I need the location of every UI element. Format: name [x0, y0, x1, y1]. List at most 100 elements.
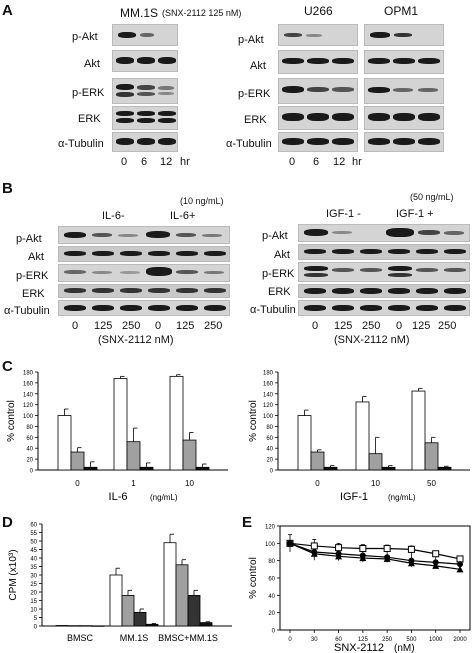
x-tick-label: 1 [131, 479, 136, 488]
x-tick-label: 250 [382, 637, 393, 643]
il6-blot-tubulin [58, 300, 230, 316]
chart-dose-response: 0 20 40 60 80 100 120 0 30 60 125 250 500 1000 2000 % c… [248, 525, 471, 653]
il6-minus: IL-6- [102, 210, 125, 222]
x-tick-label: 0 [288, 637, 292, 643]
data-point [457, 561, 463, 568]
bar [368, 453, 383, 471]
y-tick-label: 20 [268, 611, 275, 617]
y-tick-label: 60 [266, 436, 273, 442]
data-point [310, 550, 318, 557]
y-tick-label: 30 [30, 574, 37, 580]
il6-blot-erk [58, 284, 230, 298]
bar [381, 466, 396, 471]
b2-label-perk: p-ERK [262, 268, 295, 280]
data-point [432, 562, 440, 569]
il6-dose-2: 125 [94, 320, 113, 332]
b2-label-akt: Akt [274, 249, 290, 261]
bar [109, 574, 123, 627]
bar [163, 542, 177, 627]
bar [199, 622, 213, 627]
igf1-dose-1: 0 [312, 320, 319, 332]
plot-frame [279, 525, 471, 631]
data-point [407, 545, 415, 553]
panel-c-label: C [2, 358, 13, 375]
y-tick-label: 140 [23, 392, 34, 398]
data-point [335, 552, 343, 560]
y-tick-label: 25 [30, 582, 37, 588]
y-tick-label: 100 [265, 542, 276, 548]
data-point [407, 559, 415, 567]
series-line [289, 542, 461, 560]
chart-il6: 0 20 40 60 80 100 120 140 160 180 % control 0 1 10 IL-… [6, 371, 228, 503]
y-tick-label: 80 [26, 425, 33, 431]
igf1-blot-erk [298, 284, 470, 298]
mm1s-time-unit: hr [180, 156, 190, 168]
x-axis-unit: (ng/mL) [388, 493, 416, 502]
x-tick-label: BMSC+MM.1S [158, 633, 218, 643]
y-tick-label: 0 [272, 629, 276, 635]
bar [83, 466, 98, 471]
x-axis-label: IGF-1 [340, 491, 368, 503]
y-tick-label: 60 [268, 577, 275, 583]
data-point [359, 545, 367, 553]
x-axis-unit: (nM) [394, 643, 415, 653]
igf1-blot-perk [298, 262, 470, 282]
x-tick-label: 50 [427, 479, 436, 488]
igf1-blot-akt [298, 244, 470, 260]
il6-dose-unit: (SNX-2112 nM) [98, 334, 174, 346]
il6-conc: (10 ng/mL) [180, 196, 224, 206]
b-label-akt: Akt [28, 251, 44, 263]
mm1s-time-0: 0 [121, 156, 128, 168]
y-tick-label: 10 [30, 608, 37, 614]
igf1-dose-3: 250 [362, 320, 381, 332]
bar [67, 625, 81, 627]
y-axis-label: % control [6, 400, 17, 442]
bar [55, 625, 69, 627]
bar [355, 401, 370, 471]
il6-dose-6: 250 [204, 320, 223, 332]
u266-time-unit: hr [352, 156, 362, 168]
y-axis-label: % control [248, 557, 259, 599]
data-point [335, 544, 343, 552]
x-tick-label: 0 [315, 479, 320, 488]
y-tick-label: 0 [30, 469, 34, 475]
mm1s-title: MM.1S [120, 6, 159, 20]
b2-label-erk: ERK [268, 286, 291, 298]
y-tick-label: 35 [30, 565, 37, 571]
y-tick-label: 40 [26, 447, 33, 453]
x-axis-label: IL-6 [109, 491, 128, 503]
b-label-perk: p-ERK [16, 270, 49, 282]
y-tick-label: 20 [30, 591, 37, 597]
data-point [456, 565, 464, 573]
y-tick-label: 160 [263, 381, 274, 387]
a-label-perk: p-ERK [72, 87, 105, 99]
y-tick-label: 50 [30, 540, 37, 546]
bar [91, 625, 105, 627]
x-tick-label: 0 [75, 479, 80, 488]
data-point [456, 555, 464, 563]
y-tick-label: 60 [26, 436, 33, 442]
il6-blot-perk [58, 264, 230, 282]
igf1-blot-tubulin [298, 300, 470, 316]
x-tick-label: 30 [311, 637, 318, 643]
a-label-akt: Akt [84, 58, 100, 70]
y-tick-label: 40 [30, 557, 37, 563]
bar [121, 595, 135, 627]
il6-blot-pakt [58, 226, 230, 244]
bar [323, 466, 338, 471]
bar [145, 623, 159, 627]
y-axis-label: % control [248, 400, 259, 442]
igf1-dose-2: 125 [334, 320, 353, 332]
igf1-dose-4: 0 [396, 320, 403, 332]
x-tick-label: MM.1S [120, 633, 149, 643]
bar [70, 451, 85, 471]
panel-d-label: D [2, 514, 13, 531]
b2-label-tubulin: α-Tubulin [250, 304, 296, 316]
b-label-erk: ERK [22, 288, 45, 300]
y-tick-label: 100 [263, 414, 274, 420]
il6-dose-4: 0 [155, 320, 162, 332]
mm1s-blot-perk [112, 78, 178, 104]
y-tick-label: 0 [270, 469, 274, 475]
bar [310, 451, 325, 471]
